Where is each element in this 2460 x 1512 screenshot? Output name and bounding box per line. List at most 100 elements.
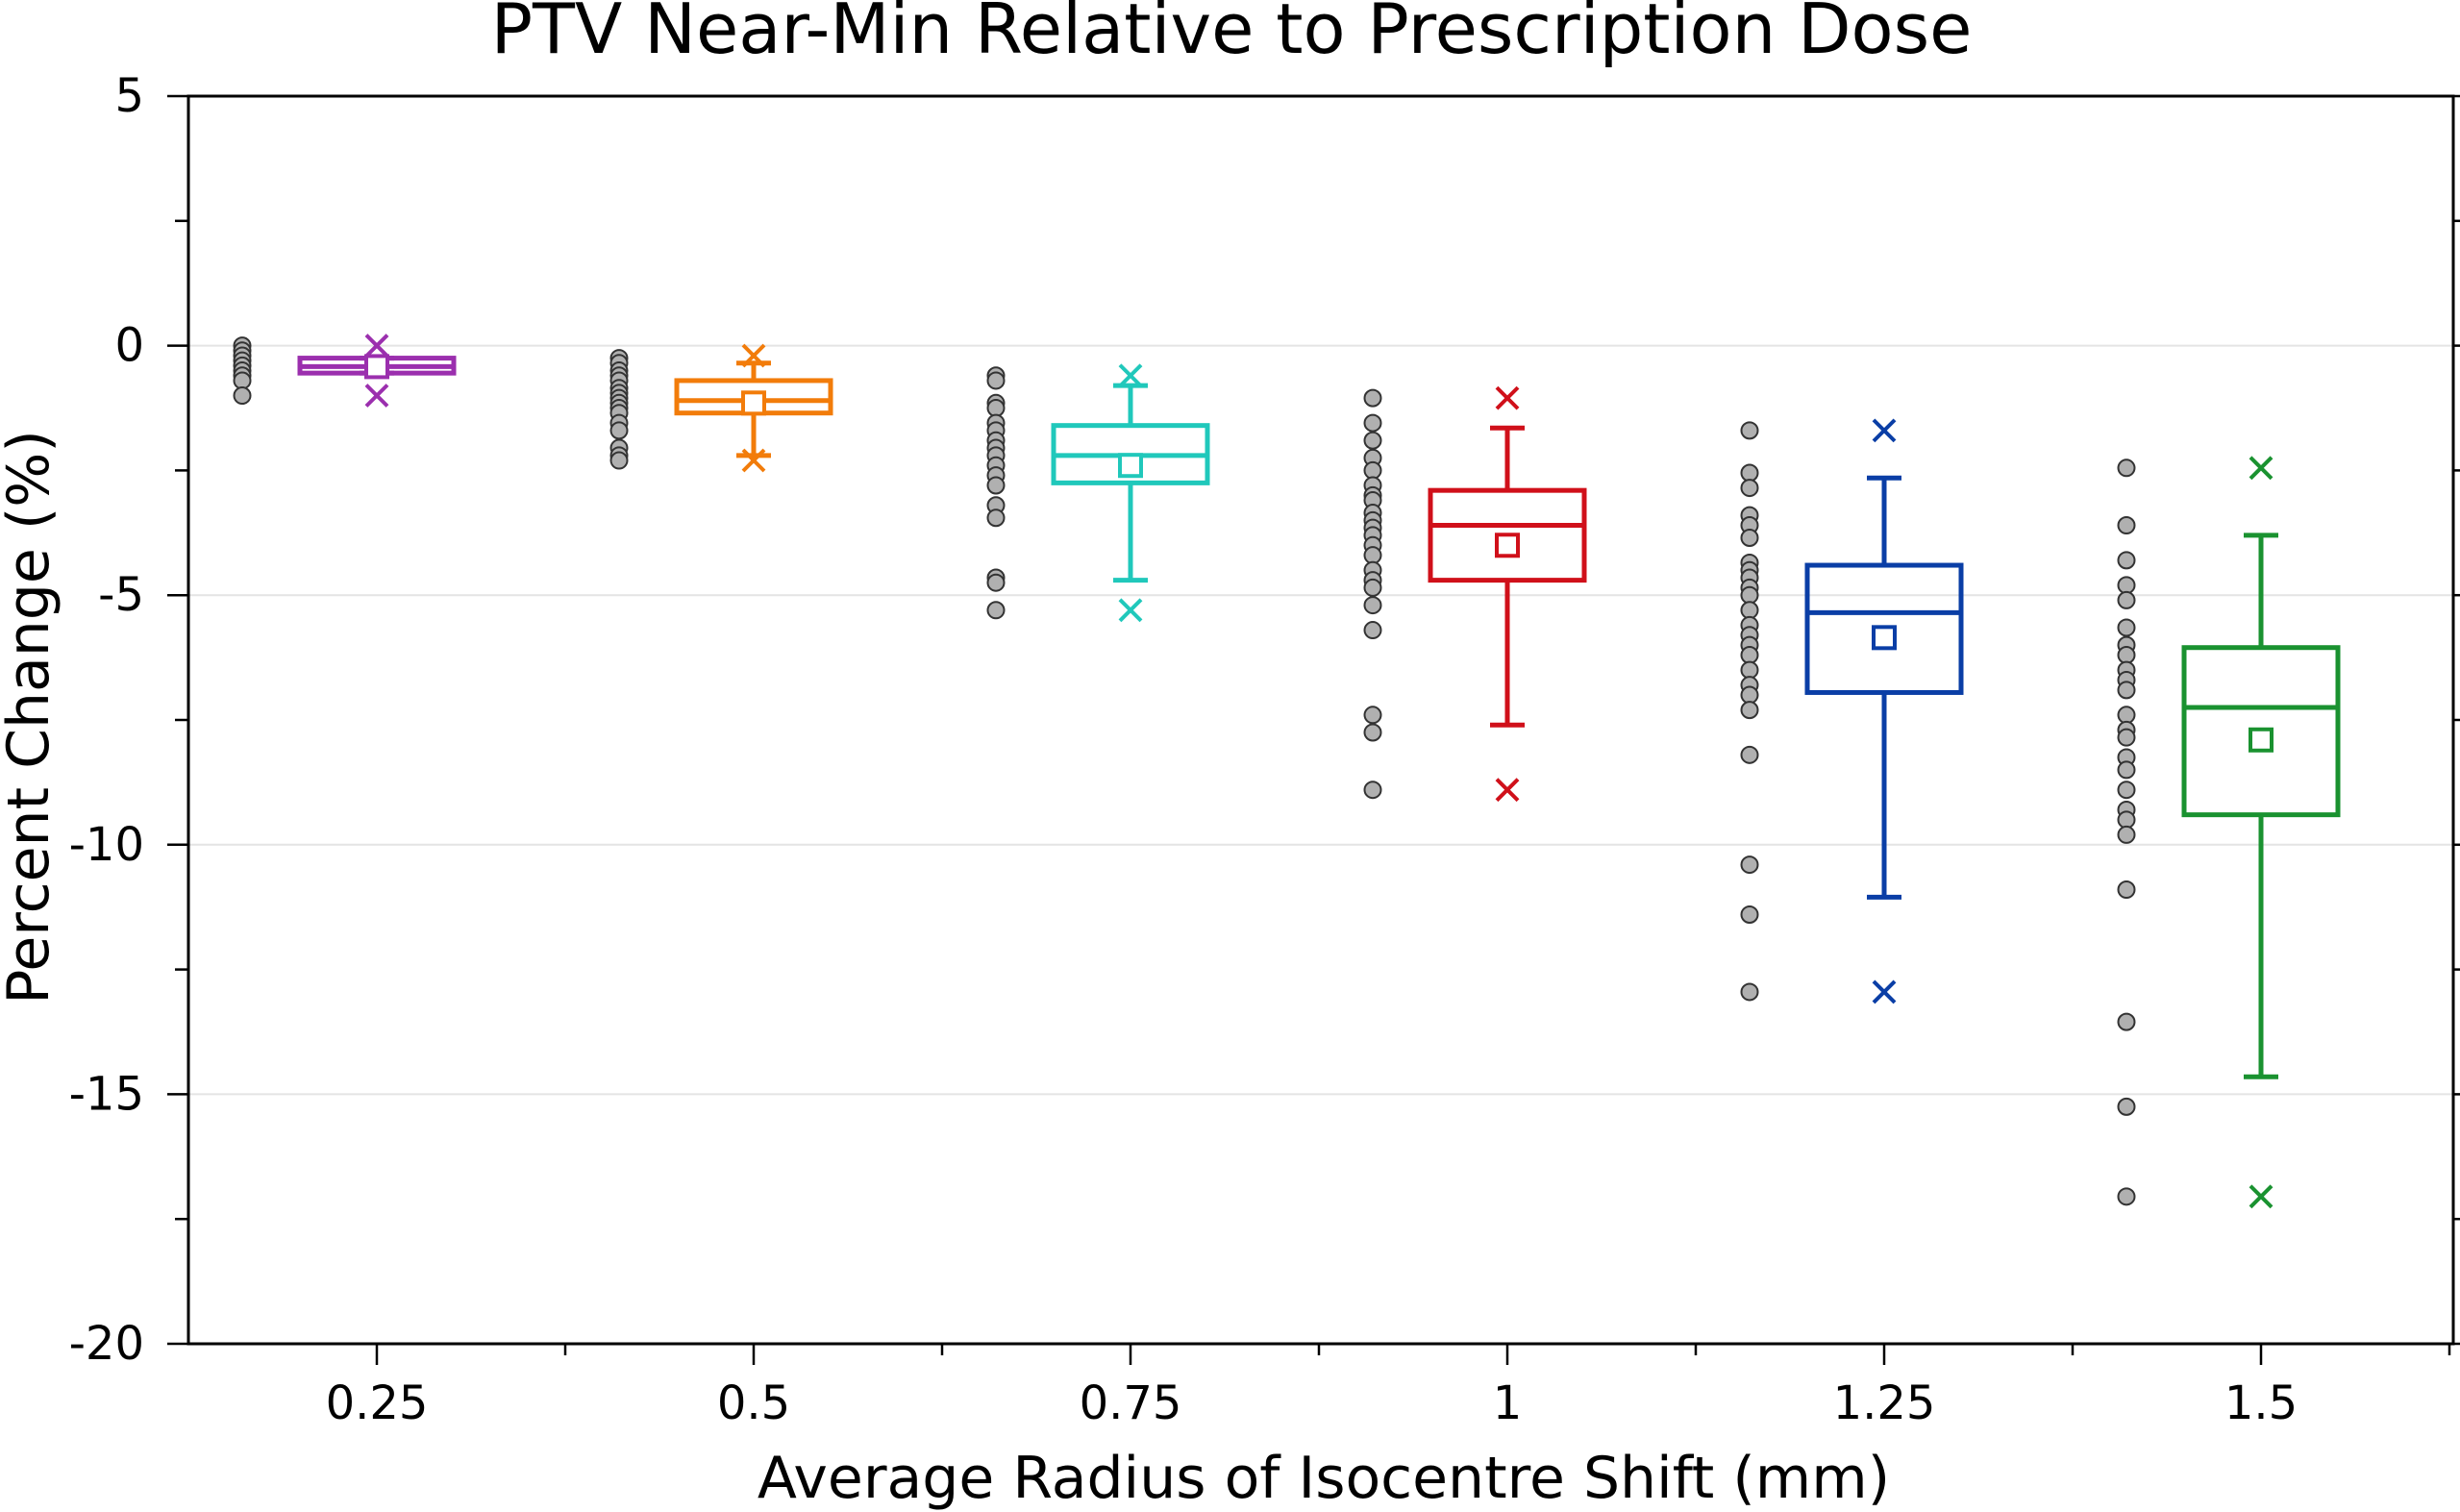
data-point [2117, 1097, 2136, 1116]
data-point [2117, 516, 2136, 535]
marker-stroke [364, 384, 389, 408]
min-marker [1872, 979, 1897, 1004]
data-point [1363, 460, 1382, 480]
data-point [2117, 1187, 2136, 1206]
min-marker [2249, 1184, 2274, 1209]
data-point [1740, 463, 1759, 483]
data-point [1363, 723, 1382, 742]
mean-marker [364, 354, 389, 380]
marker-stroke [741, 448, 766, 473]
data-point [2117, 551, 2136, 570]
data-point [2117, 825, 2136, 844]
data-point [1740, 905, 1759, 924]
data-point [1740, 855, 1759, 875]
min-marker [741, 448, 766, 473]
data-point [2117, 760, 2136, 780]
y-tick-label: -5 [98, 568, 144, 622]
data-point [1363, 388, 1382, 408]
data-point [986, 371, 1006, 390]
data-point [2117, 459, 2136, 478]
x-axis-label: Average Radius of Isocentre Shift (mm) [758, 1445, 1890, 1512]
data-point [609, 451, 629, 470]
mean-marker [1118, 453, 1143, 479]
marker-stroke [1872, 418, 1897, 443]
data-point [1740, 982, 1759, 1002]
chart-title: PTV Near-Min Relative to Prescription Do… [491, 0, 1973, 69]
box-group-0.75 [1051, 363, 1210, 623]
iqr-box [2181, 645, 2341, 818]
x-tick-label: 1.5 [2224, 1376, 2298, 1430]
min-marker [1118, 598, 1143, 623]
plot-frame [186, 94, 2455, 1346]
scatter-layer [233, 336, 2136, 1206]
data-point [986, 508, 1006, 528]
data-point [1363, 706, 1382, 725]
data-point [1363, 431, 1382, 450]
y-tick-label: -10 [69, 818, 144, 872]
max-marker [741, 343, 766, 368]
marker-stroke [364, 334, 389, 359]
max-marker [1872, 418, 1897, 443]
data-point [2117, 810, 2136, 830]
data-point [609, 421, 629, 440]
data-point [2117, 781, 2136, 800]
y-tick-label: 0 [114, 319, 144, 373]
data-point [2117, 590, 2136, 609]
data-point [1740, 701, 1759, 720]
x-tick-label: 0.75 [1080, 1376, 1182, 1430]
data-point [1363, 596, 1382, 615]
marker-stroke [1118, 598, 1143, 623]
data-point [1740, 601, 1759, 620]
data-point [1363, 621, 1382, 640]
marker-stroke [1495, 778, 1520, 803]
data-point [2117, 646, 2136, 665]
axis-layer: 5 0 -5 -10 -15 -20 0.25 0.5 0.75 1 1.25 1.5 [69, 69, 2460, 1430]
grid-layer [188, 344, 2453, 1096]
max-marker [1495, 385, 1520, 410]
iqr-box [1428, 487, 1587, 583]
data-point [1740, 421, 1759, 440]
max-marker [2249, 456, 2274, 481]
data-point [2117, 1012, 2136, 1031]
iqr-box [1804, 562, 1964, 695]
data-point [233, 386, 252, 406]
marker-stroke [1118, 363, 1143, 388]
data-point [2117, 681, 2136, 700]
data-point [1740, 646, 1759, 665]
y-axis-label: Percent Change (%) [0, 430, 62, 1004]
data-point [1740, 528, 1759, 547]
data-point [986, 601, 1006, 620]
x-tick-label: 1.25 [1833, 1376, 1936, 1430]
x-tick-label: 0.25 [326, 1376, 429, 1430]
data-point [1740, 685, 1759, 705]
marker-stroke [2249, 456, 2274, 481]
data-point [1363, 546, 1382, 565]
marker-stroke [2249, 1184, 2274, 1209]
mean-marker [1872, 625, 1897, 651]
marker-stroke [1872, 979, 1897, 1004]
data-point [1363, 781, 1382, 800]
data-point [1740, 585, 1759, 605]
x-tick-label: 0.5 [717, 1376, 790, 1430]
data-point [2117, 706, 2136, 725]
box-group-1 [1428, 385, 1587, 803]
box-group-0.5 [674, 343, 833, 473]
data-point [986, 476, 1006, 495]
y-tick-label: 5 [114, 69, 144, 123]
data-point [1740, 660, 1759, 680]
min-marker [364, 384, 389, 408]
data-point [1740, 479, 1759, 498]
max-marker [364, 334, 389, 359]
data-point [2117, 576, 2136, 595]
marker-stroke [1495, 385, 1520, 410]
data-point [1740, 745, 1759, 764]
max-marker [1118, 363, 1143, 388]
data-point [1363, 578, 1382, 597]
box-group-1.5 [2181, 456, 2341, 1209]
marker-stroke [741, 343, 766, 368]
box-layer [297, 334, 2341, 1209]
min-marker [1495, 778, 1520, 803]
mean-marker [741, 390, 766, 416]
box-group-0.25 [297, 334, 457, 408]
